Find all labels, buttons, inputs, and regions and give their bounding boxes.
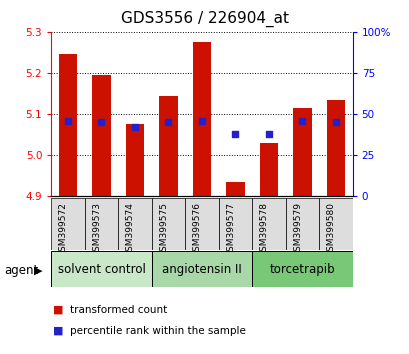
Bar [118, 198, 151, 250]
Text: GSM399580: GSM399580 [326, 202, 335, 257]
Point [231, 131, 238, 137]
Text: GSM399575: GSM399575 [159, 202, 168, 257]
Bar [259, 143, 277, 196]
Text: ▶: ▶ [34, 266, 42, 276]
Text: ■: ■ [53, 326, 64, 336]
Bar [226, 182, 244, 196]
Bar [252, 251, 352, 287]
Bar [126, 125, 144, 196]
Text: agent: agent [4, 264, 38, 277]
Bar [218, 198, 252, 250]
Bar [51, 198, 85, 250]
Bar [151, 198, 185, 250]
Text: GSM399572: GSM399572 [59, 202, 68, 257]
Point [332, 120, 338, 125]
Bar [58, 55, 77, 196]
Point [131, 125, 138, 130]
Point [198, 118, 204, 124]
Bar [192, 42, 211, 196]
Text: percentile rank within the sample: percentile rank within the sample [70, 326, 245, 336]
Point [299, 118, 305, 124]
Text: transformed count: transformed count [70, 305, 166, 315]
Bar [85, 198, 118, 250]
Text: GSM399573: GSM399573 [92, 202, 101, 257]
Text: GSM399578: GSM399578 [259, 202, 268, 257]
Bar [252, 198, 285, 250]
Point [98, 120, 105, 125]
Text: GSM399576: GSM399576 [193, 202, 201, 257]
Text: GSM399577: GSM399577 [226, 202, 235, 257]
Bar [285, 198, 318, 250]
Point [65, 118, 71, 124]
Bar [151, 251, 252, 287]
Bar [51, 251, 151, 287]
Text: angiotensin II: angiotensin II [162, 263, 241, 275]
Text: ■: ■ [53, 305, 64, 315]
Point [165, 120, 171, 125]
Text: solvent control: solvent control [57, 263, 145, 275]
Bar [159, 96, 177, 196]
Point [265, 131, 272, 137]
Text: GSM399574: GSM399574 [126, 202, 135, 257]
Bar [185, 198, 218, 250]
Bar [92, 75, 110, 196]
Bar [326, 100, 344, 196]
Text: GSM399579: GSM399579 [293, 202, 302, 257]
Text: torcetrapib: torcetrapib [269, 263, 335, 275]
Text: GDS3556 / 226904_at: GDS3556 / 226904_at [121, 11, 288, 27]
Bar [292, 108, 311, 196]
Bar [318, 198, 352, 250]
